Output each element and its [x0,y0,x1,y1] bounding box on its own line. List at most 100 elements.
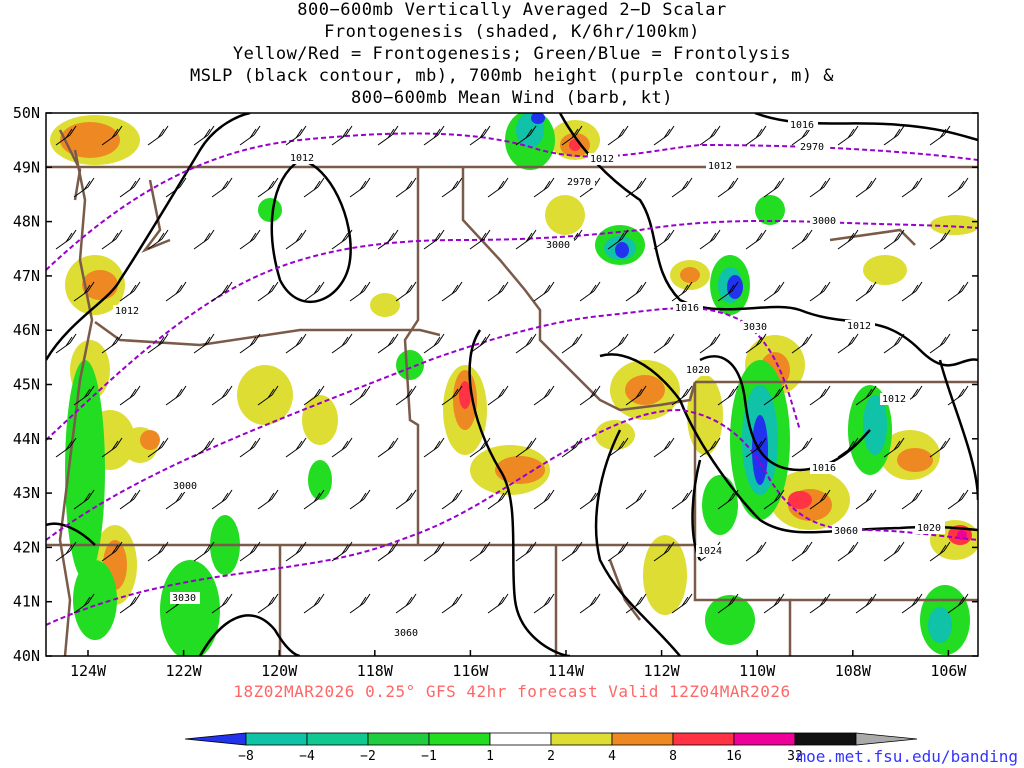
wind-barb [193,541,215,562]
wind-barb [119,177,141,198]
wind-barb [303,385,325,406]
colorbar-segment [245,732,308,746]
title-line-4: MSLP (black contour, mb), 700mb height (… [189,66,835,86]
wind-barb [73,489,95,510]
height-label-3060-b: 3060 [394,628,418,639]
lon-label: 114W [548,662,585,680]
wind-barb [193,437,215,458]
height-label-3000-a: 3000 [812,216,836,227]
wind-barb [349,177,371,198]
wind-barb [515,541,537,562]
wind-barb [809,489,831,510]
colorbar-right-arrow [855,732,918,746]
colorbar-segment [733,732,796,746]
wind-barb [147,541,169,562]
wind-barb [487,281,509,302]
wind-barb [533,281,555,302]
lat-label: 49N [13,158,40,176]
wind-barb [349,385,371,406]
wind-barb [929,437,951,458]
wind-barb [515,333,537,354]
wind-barb [303,281,325,302]
wind-barb [947,593,969,614]
wind-barb [331,229,353,250]
mslp-label-1016-top: 1016 [790,120,814,131]
wind-barb [515,437,537,458]
wind-barb [717,177,739,198]
wind-barb [285,125,307,146]
wind-barb [487,593,509,614]
wind-barb [441,385,463,406]
wind-barb [165,177,187,198]
lat-label: 50N [13,104,40,122]
wind-barb [395,281,417,302]
height-label-2970-b: 2970 [567,177,591,188]
colorbar-label: 1 [486,749,494,764]
wind-barb [883,333,905,354]
frontogenesis-shading [50,113,978,656]
colorbar: −8 −4 −2 −1 1 2 4 8 16 32 [184,732,918,764]
height-label-3030-a: 3030 [743,322,767,333]
wind-barb [239,541,261,562]
wind-barb [487,489,509,510]
wind-barb [837,229,859,250]
lon-label: 124W [70,662,107,680]
wind-barb [165,489,187,510]
wind-barb [745,125,767,146]
wind-barb [211,177,233,198]
wind-barb [101,229,123,250]
wind-barb [165,385,187,406]
shade-teal [516,113,952,643]
colorbar-segment [489,732,552,746]
wind-barb [423,541,445,562]
wind-barb [331,333,353,354]
wind-barb [763,489,785,510]
wind-barb [469,541,491,562]
wind-barb [883,125,905,146]
mslp-label-1012-d: 1012 [115,306,139,317]
wind-barb [285,437,307,458]
wind-barb [441,489,463,510]
wind-barb [855,281,877,302]
wind-barb [579,281,601,302]
wind-barb [285,541,307,562]
lat-label: 40N [13,647,40,665]
wind-barb [303,177,325,198]
title-line-5: 800−600mb Mean Wind (barb, kt) [350,88,674,108]
wind-barb [193,229,215,250]
lon-label: 116W [452,662,489,680]
mslp-label-1012-e: 1012 [847,321,871,332]
wind-barb [211,593,233,614]
wind-barb [699,125,721,146]
colorbar-segment [367,732,430,746]
mslp-label-1012-f: 1012 [882,394,906,405]
wind-barb [607,541,629,562]
wind-barb [763,385,785,406]
wind-barb [717,489,739,510]
wind-barb [469,333,491,354]
wind-barb [423,437,445,458]
wind-barb [377,229,399,250]
wind-barb [561,437,583,458]
wind-barb [929,125,951,146]
credit-link[interactable]: moe.met.fsu.edu/banding [796,747,1018,766]
title-line-2: Frontogenesis (shaded, K/6hr/100km) [324,22,700,42]
wind-barb [441,177,463,198]
forecast-valid-text: 18Z02MAR2026 0.25° GFS 42hr forecast Val… [233,682,791,701]
wind-barb [929,229,951,250]
wind-barb [855,593,877,614]
wind-barb [717,385,739,406]
wind-barb [929,333,951,354]
wind-barb [73,177,95,198]
colorbar-label: 4 [608,749,616,764]
wind-barb [745,541,767,562]
mslp-label-1012-c: 1012 [708,161,732,172]
wind-barb [561,125,583,146]
wind-barb [791,229,813,250]
wind-barb [469,437,491,458]
wind-barb [147,229,169,250]
wind-barb [653,333,675,354]
wind-barb [837,541,859,562]
mslp-label-1012-b: 1012 [590,154,614,165]
wind-barb [625,489,647,510]
